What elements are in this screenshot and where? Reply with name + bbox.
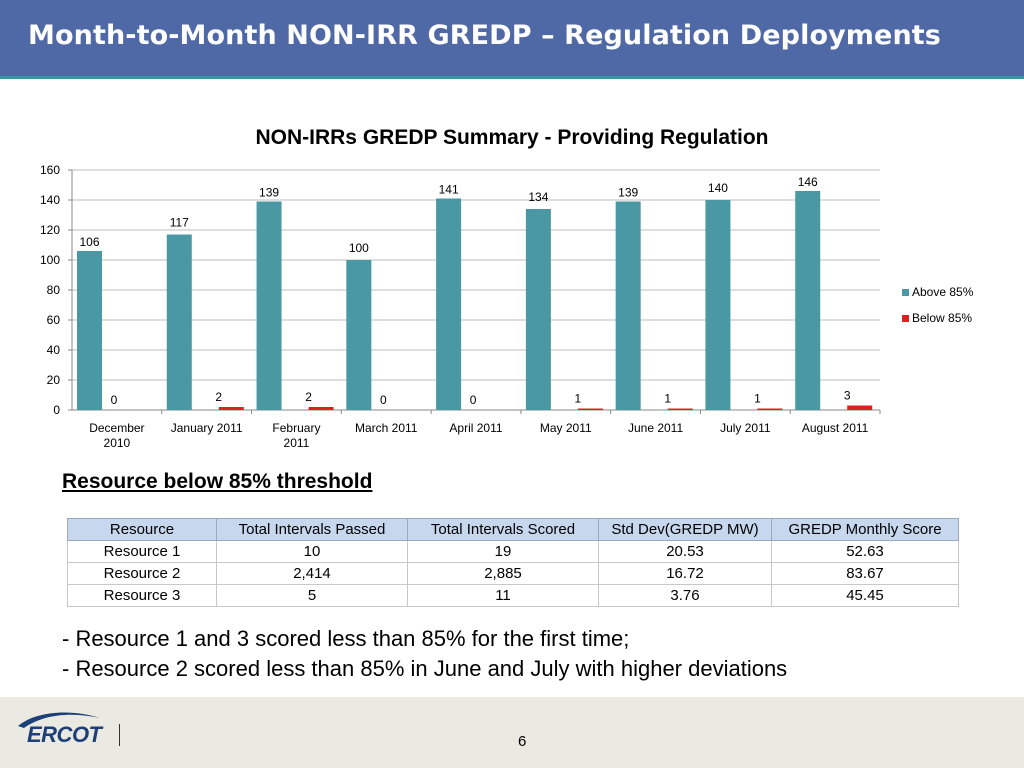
data-label: 106 [79, 235, 99, 249]
y-tick-label: 60 [47, 313, 61, 327]
table-cell: 45.45 [771, 584, 959, 607]
x-tick-label: 2011 [284, 436, 310, 450]
data-label: 117 [170, 216, 189, 230]
y-tick-label: 20 [47, 373, 61, 387]
table-row: Resource 3 5 11 3.76 45.45 [67, 584, 959, 607]
legend-label: Above 85% [912, 285, 974, 299]
table-cell: 52.63 [771, 540, 959, 563]
header-divider [0, 76, 1024, 79]
bar-above-85 [525, 209, 551, 410]
y-tick-label: 80 [47, 283, 61, 297]
x-tick-label: March 2011 [355, 421, 418, 435]
notes: - Resource 1 and 3 scored less than 85% … [62, 624, 787, 684]
data-label: 1 [754, 392, 761, 406]
y-tick-label: 0 [53, 403, 60, 417]
data-label: 0 [111, 393, 118, 407]
note-line: - Resource 2 scored less than 85% in Jun… [62, 656, 788, 681]
bar-below-85 [847, 405, 873, 410]
x-tick-label: May 2011 [540, 421, 592, 435]
chart-title: NON-IRRs GREDP Summary - Providing Regul… [255, 126, 768, 149]
table-cell: 20.53 [598, 540, 772, 563]
table-cell: 10 [216, 540, 408, 563]
bar-above-85 [166, 234, 192, 410]
column-header: Total Intervals Passed [216, 518, 408, 541]
data-label: 0 [470, 393, 477, 407]
legend-swatch [902, 315, 909, 322]
y-tick-label: 100 [40, 253, 60, 267]
data-label: 3 [844, 389, 851, 403]
data-label: 146 [798, 175, 818, 189]
data-label: 1 [575, 392, 582, 406]
data-label: 1 [664, 392, 671, 406]
slide-title: Month-to-Month NON-IRR GREDP – Regulatio… [28, 20, 941, 51]
data-label: 0 [380, 393, 387, 407]
slide-header: Month-to-Month NON-IRR GREDP – Regulatio… [0, 0, 1024, 76]
bar-chart: NON-IRRs GREDP Summary - Providing Regul… [40, 126, 974, 450]
column-header: Total Intervals Scored [407, 518, 599, 541]
x-tick-label: December [89, 421, 144, 435]
table-cell: Resource 3 [67, 584, 217, 607]
x-tick-label: April 2011 [449, 421, 502, 435]
table-cell: 16.72 [598, 562, 772, 585]
ercot-swoosh-icon [18, 712, 100, 728]
bar-below-85 [757, 408, 783, 410]
data-label: 100 [349, 241, 369, 255]
data-label: 134 [528, 190, 548, 204]
legend-label: Below 85% [912, 311, 972, 325]
resource-table: Resource Total Intervals Passed Total In… [67, 518, 959, 607]
table-cell: 19 [407, 540, 599, 563]
table-cell: 11 [407, 584, 599, 607]
y-tick-label: 120 [40, 223, 60, 237]
footer [0, 697, 1024, 768]
bar-below-85 [667, 408, 693, 410]
note-line: - Resource 1 and 3 scored less than 85% … [62, 626, 630, 651]
column-header: Resource [67, 518, 217, 541]
bar-below-85 [218, 407, 244, 410]
y-tick-label: 160 [40, 163, 60, 177]
table-row: Resource 1 10 19 20.53 52.63 [67, 540, 959, 563]
bar-above-85 [436, 198, 462, 410]
logo-divider [119, 724, 120, 746]
bar-above-85 [615, 201, 641, 410]
bar-below-85 [308, 407, 334, 410]
data-label: 2 [305, 390, 312, 404]
table-cell: 3.76 [598, 584, 772, 607]
data-label: 141 [439, 183, 459, 197]
x-tick-label: February [272, 421, 320, 435]
bar-above-85 [256, 201, 282, 410]
table-header-row: Resource Total Intervals Passed Total In… [67, 518, 959, 541]
y-tick-label: 140 [40, 193, 60, 207]
data-label: 140 [708, 181, 728, 195]
bar-above-85 [77, 251, 102, 410]
column-header: GREDP Monthly Score [771, 518, 959, 541]
x-tick-label: 2010 [104, 436, 131, 450]
table-cell: Resource 1 [67, 540, 217, 563]
data-label: 139 [618, 186, 638, 200]
ercot-logo: ERCOT [27, 722, 102, 747]
x-tick-label: August 2011 [802, 421, 869, 435]
y-tick-label: 40 [47, 343, 61, 357]
table-row: Resource 2 2,414 2,885 16.72 83.67 [67, 562, 959, 585]
table-cell: Resource 2 [67, 562, 217, 585]
section-heading: Resource below 85% threshold [62, 470, 373, 493]
x-tick-label: January 2011 [171, 421, 243, 435]
x-tick-label: June 2011 [628, 421, 683, 435]
legend-swatch [902, 289, 909, 296]
data-label: 139 [259, 186, 279, 200]
bar-above-85 [795, 191, 821, 410]
bar-above-85 [346, 260, 372, 410]
table-cell: 2,414 [216, 562, 408, 585]
table-cell: 83.67 [771, 562, 959, 585]
table-cell: 2,885 [407, 562, 599, 585]
page-number: 6 [518, 733, 527, 750]
x-tick-label: July 2011 [720, 421, 771, 435]
column-header: Std Dev(GREDP MW) [598, 518, 772, 541]
bar-below-85 [577, 408, 603, 410]
table-cell: 5 [216, 584, 408, 607]
bar-above-85 [705, 200, 731, 410]
data-label: 2 [215, 390, 222, 404]
